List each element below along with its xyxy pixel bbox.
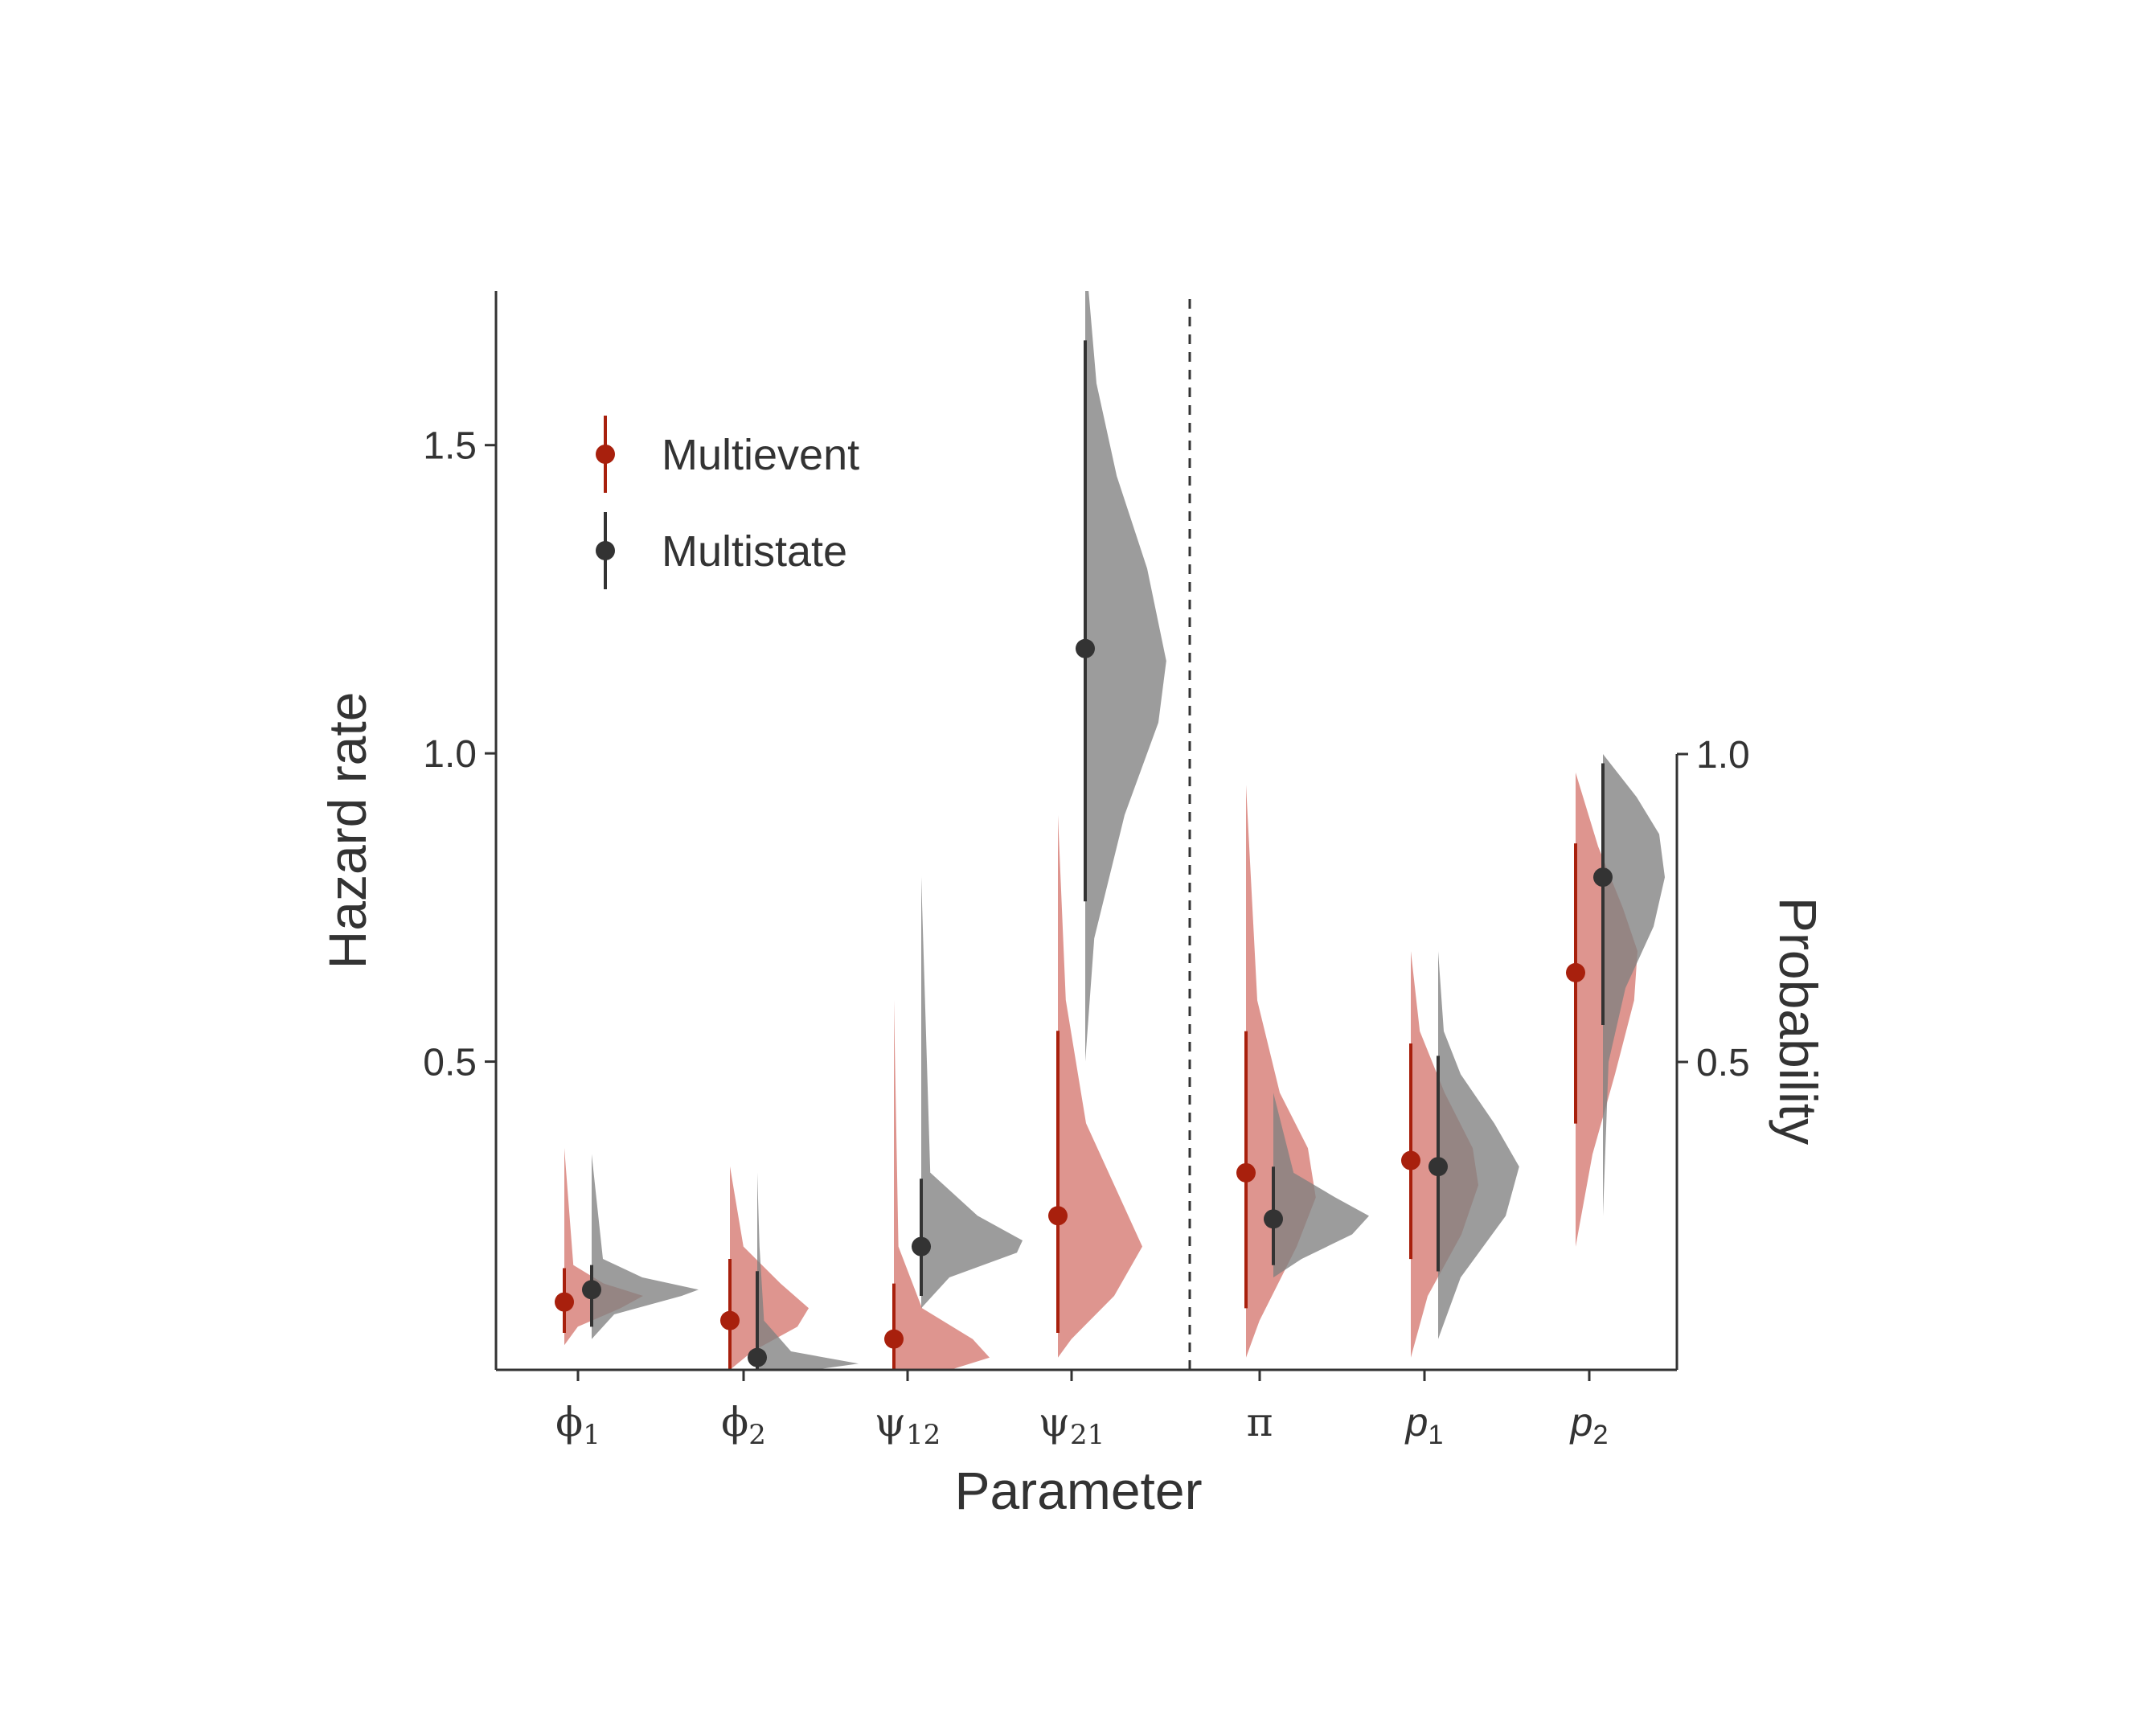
legend-label-multievent: Multievent <box>662 431 859 479</box>
point-multievent-ψ21 <box>1048 1206 1068 1226</box>
left-tick-label: 1.5 <box>423 425 477 468</box>
point-multistate-ψ12 <box>912 1236 931 1257</box>
violin-multistate-π <box>1273 1093 1369 1278</box>
point-multistate-p2 <box>1593 867 1613 888</box>
legend-label-multistate: Multistate <box>662 527 847 576</box>
y-axis-title-left: Hazard rate <box>318 692 377 970</box>
violin-multistate-ϕ2 <box>757 1172 859 1370</box>
point-multistate-π <box>1264 1209 1283 1229</box>
violin-multievent-ϕ2 <box>730 1166 809 1370</box>
point-multistate-p1 <box>1428 1157 1448 1177</box>
x-axis-title: Parameter <box>954 1461 1202 1520</box>
axes-layer: 0.5 1.0 1.5 0.5 1.0 ϕ1 ϕ2 ψ12 ψ21 π p1 p2 Parameter H… <box>318 291 1828 1520</box>
point-multievent-ϕ2 <box>720 1310 740 1330</box>
point-multievent-p2 <box>1566 962 1585 982</box>
point-multistate-ψ21 <box>1076 638 1095 658</box>
legend-key-point <box>596 541 615 560</box>
point-multievent-ϕ1 <box>555 1292 574 1312</box>
left-tick-label: 1.0 <box>423 733 477 776</box>
violin-multistate-ϕ1 <box>592 1154 699 1339</box>
violin-multistate-p1 <box>1438 951 1519 1339</box>
violin-multievent-ψ21 <box>1058 814 1142 1358</box>
right-tick-label: 1.0 <box>1696 734 1750 777</box>
x-tick-label: ψ21 <box>1039 1399 1105 1451</box>
x-tick-label: ϕ1 <box>555 1399 600 1451</box>
point-multievent-ψ12 <box>884 1329 904 1349</box>
left-tick-label: 0.5 <box>423 1042 477 1084</box>
point-multistate-ϕ1 <box>582 1280 601 1300</box>
violin-multievent-ψ12 <box>894 999 990 1370</box>
legend: Multievent Multistate <box>596 416 859 589</box>
x-tick-label: p2 <box>1569 1400 1609 1450</box>
x-tick-label: ϕ2 <box>721 1399 766 1451</box>
violin-multistate-ψ21 <box>1085 291 1166 1062</box>
legend-key-point <box>596 445 615 464</box>
violins-layer <box>564 291 1665 1370</box>
x-tick-label: π <box>1247 1399 1273 1445</box>
violin-multistate-p2 <box>1603 754 1665 1216</box>
violin-multistate-ψ12 <box>921 876 1023 1309</box>
right-tick-label: 0.5 <box>1696 1042 1750 1084</box>
intervals-layer <box>555 340 1613 1370</box>
point-multievent-p1 <box>1401 1150 1420 1170</box>
point-multistate-ϕ2 <box>748 1347 767 1367</box>
y-axis-title-right: Probability <box>1769 897 1828 1145</box>
point-multievent-π <box>1236 1162 1256 1183</box>
x-tick-label: ψ12 <box>875 1399 941 1451</box>
x-tick-label: p1 <box>1404 1400 1444 1450</box>
